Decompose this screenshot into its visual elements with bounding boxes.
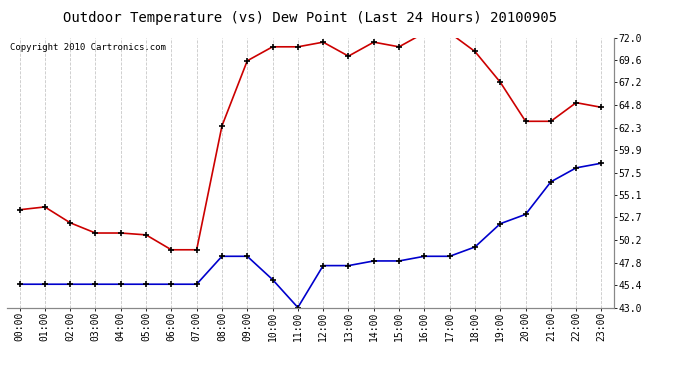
Text: Copyright 2010 Cartronics.com: Copyright 2010 Cartronics.com: [10, 43, 166, 52]
Text: Outdoor Temperature (vs) Dew Point (Last 24 Hours) 20100905: Outdoor Temperature (vs) Dew Point (Last…: [63, 11, 558, 25]
